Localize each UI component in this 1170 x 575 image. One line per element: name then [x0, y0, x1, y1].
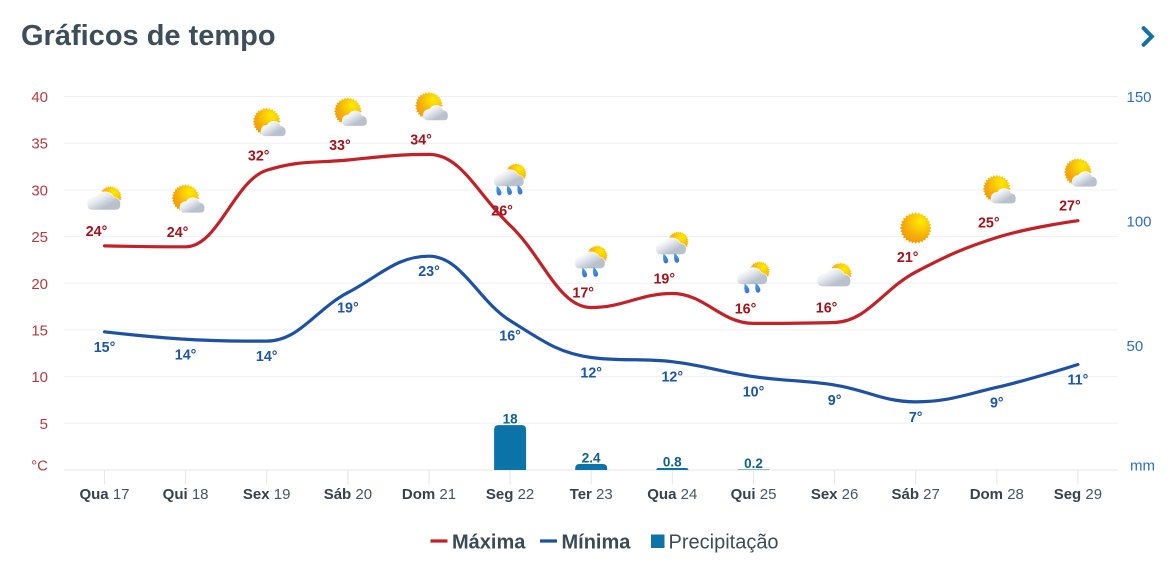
svg-text:Gráficos de tempo: Gráficos de tempo	[21, 20, 276, 52]
svg-text:14°: 14°	[256, 349, 278, 365]
svg-text:12°: 12°	[661, 370, 683, 386]
svg-text:19°: 19°	[337, 301, 359, 317]
svg-text:Ter 23: Ter 23	[570, 486, 613, 503]
svg-text:Qua 24: Qua 24	[647, 486, 697, 503]
svg-text:27°: 27°	[1059, 199, 1081, 215]
svg-text:Sáb 20: Sáb 20	[324, 486, 372, 503]
svg-text:150: 150	[1127, 89, 1152, 106]
svg-text:10: 10	[31, 369, 48, 386]
svg-text:10°: 10°	[743, 385, 765, 401]
svg-text:15: 15	[31, 322, 48, 339]
svg-text:9°: 9°	[990, 395, 1004, 411]
svg-text:0.2: 0.2	[744, 456, 763, 471]
svg-text:16°: 16°	[816, 301, 838, 317]
svg-text:2.4: 2.4	[582, 451, 601, 466]
svg-text:Qua 17: Qua 17	[79, 486, 129, 503]
svg-text:Seg 22: Seg 22	[486, 486, 534, 503]
svg-text:12°: 12°	[580, 366, 602, 382]
svg-text:Dom 21: Dom 21	[402, 486, 456, 503]
svg-text:7°: 7°	[909, 410, 923, 426]
svg-text:Precipitação: Precipitação	[669, 532, 779, 554]
svg-text:11°: 11°	[1067, 373, 1088, 389]
svg-text:Sex 19: Sex 19	[243, 486, 291, 503]
svg-text:25: 25	[31, 229, 48, 246]
svg-text:100: 100	[1127, 214, 1152, 231]
svg-text:40: 40	[31, 89, 48, 106]
svg-text:Seg 29: Seg 29	[1054, 486, 1102, 503]
svg-text:9°: 9°	[828, 393, 842, 409]
svg-text:Dom 28: Dom 28	[970, 486, 1024, 503]
svg-text:20: 20	[31, 276, 48, 293]
svg-text:24°: 24°	[167, 225, 189, 241]
svg-text:Sex 26: Sex 26	[811, 486, 859, 503]
svg-text:17°: 17°	[572, 286, 594, 302]
svg-text:Mínima: Mínima	[562, 532, 632, 554]
svg-text:Máxima: Máxima	[452, 532, 526, 554]
svg-text:25°: 25°	[978, 216, 1000, 232]
svg-text:21°: 21°	[897, 250, 919, 266]
svg-text:14°: 14°	[175, 347, 197, 363]
svg-text:15°: 15°	[94, 340, 116, 356]
svg-text:19°: 19°	[653, 272, 675, 288]
svg-text:mm: mm	[1130, 458, 1155, 475]
svg-text:34°: 34°	[410, 132, 432, 148]
svg-text:26°: 26°	[491, 203, 513, 219]
svg-text:30: 30	[31, 182, 48, 199]
svg-text:33°: 33°	[329, 138, 351, 154]
svg-text:24°: 24°	[86, 224, 108, 240]
svg-text:23°: 23°	[418, 264, 440, 280]
svg-text:Qui 25: Qui 25	[731, 486, 777, 503]
svg-text:5: 5	[40, 416, 48, 433]
svg-text:0.8: 0.8	[663, 455, 682, 470]
svg-text:16°: 16°	[735, 301, 757, 317]
svg-text:Sáb 27: Sáb 27	[892, 486, 940, 503]
svg-text:16°: 16°	[499, 329, 521, 345]
svg-text:50: 50	[1127, 338, 1144, 355]
svg-text:18: 18	[503, 412, 519, 427]
svg-text:32°: 32°	[248, 148, 270, 164]
svg-text:35: 35	[31, 136, 48, 153]
svg-text:Qui 18: Qui 18	[163, 486, 209, 503]
svg-text:°C: °C	[31, 458, 48, 475]
